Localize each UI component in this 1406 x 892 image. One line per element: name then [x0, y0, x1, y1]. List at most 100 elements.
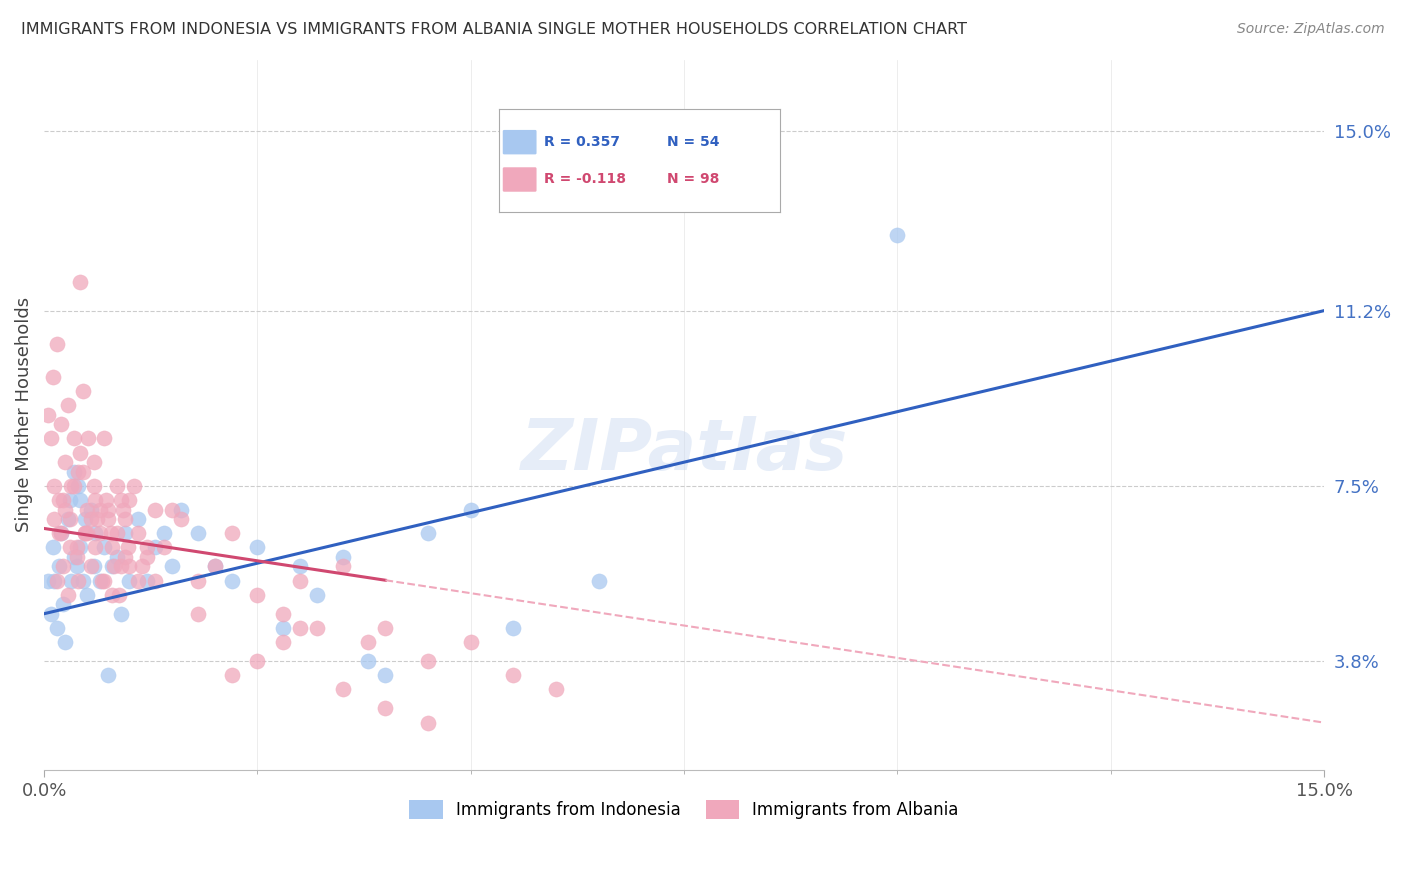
Point: [75, 512, 97, 526]
Point: [152, 541, 174, 555]
Point: [52, 597, 75, 611]
Point: [187, 526, 209, 541]
Point: [114, 526, 136, 541]
Text: Source: ZipAtlas.com: Source: ZipAtlas.com: [1237, 22, 1385, 37]
Point: [93, 432, 115, 446]
Point: [83, 479, 105, 493]
Point: [84, 526, 107, 541]
Point: [67, 574, 90, 588]
Point: [307, 621, 329, 635]
Point: [131, 559, 153, 574]
Point: [122, 479, 145, 493]
Point: [332, 682, 354, 697]
Point: [63, 465, 86, 479]
Point: [37, 574, 59, 588]
Point: [127, 512, 149, 526]
Point: [114, 512, 136, 526]
Point: [135, 574, 157, 588]
Point: [307, 588, 329, 602]
Point: [56, 512, 79, 526]
Point: [91, 574, 114, 588]
Point: [110, 607, 132, 621]
Point: [204, 559, 226, 574]
Point: [76, 526, 98, 541]
Point: [886, 227, 908, 242]
Point: [51, 417, 73, 432]
Point: [271, 607, 294, 621]
Point: [69, 445, 91, 459]
Point: [56, 398, 79, 412]
Text: ZIPatlas: ZIPatlas: [520, 416, 848, 485]
Point: [143, 502, 166, 516]
Point: [52, 493, 75, 508]
Point: [39, 432, 62, 446]
Point: [105, 526, 128, 541]
Point: [143, 574, 166, 588]
Point: [37, 408, 59, 422]
Point: [246, 654, 269, 668]
Point: [152, 526, 174, 541]
Point: [332, 559, 354, 574]
Point: [55, 635, 77, 649]
Point: [110, 559, 132, 574]
Point: [108, 588, 131, 602]
Point: [48, 559, 70, 574]
Point: [103, 559, 125, 574]
Point: [80, 502, 103, 516]
Point: [502, 621, 524, 635]
Point: [97, 502, 120, 516]
Point: [41, 370, 63, 384]
Point: [60, 479, 83, 493]
Point: [89, 574, 111, 588]
Point: [41, 541, 63, 555]
Point: [83, 455, 105, 469]
Point: [63, 549, 86, 564]
Point: [100, 526, 122, 541]
Point: [105, 479, 128, 493]
Point: [44, 479, 66, 493]
Point: [221, 668, 243, 682]
Point: [83, 559, 105, 574]
Point: [143, 541, 166, 555]
Point: [45, 621, 67, 635]
Point: [117, 541, 139, 555]
Point: [48, 526, 70, 541]
Point: [60, 574, 83, 588]
Point: [75, 526, 97, 541]
Point: [59, 493, 82, 508]
Point: [77, 432, 100, 446]
Point: [89, 502, 111, 516]
Point: [67, 479, 90, 493]
Point: [51, 526, 73, 541]
Point: [59, 541, 82, 555]
Point: [89, 526, 111, 541]
Point: [80, 512, 103, 526]
Point: [97, 512, 120, 526]
Point: [114, 549, 136, 564]
Point: [76, 588, 98, 602]
Point: [63, 432, 86, 446]
Point: [93, 574, 115, 588]
Point: [416, 526, 439, 541]
Point: [135, 549, 157, 564]
Point: [75, 526, 97, 541]
Legend: Immigrants from Indonesia, Immigrants from Albania: Immigrants from Indonesia, Immigrants fr…: [402, 793, 966, 826]
Point: [101, 541, 124, 555]
Point: [110, 493, 132, 508]
Point: [56, 588, 79, 602]
Point: [288, 559, 311, 574]
Point: [55, 502, 77, 516]
Point: [374, 621, 396, 635]
Point: [460, 635, 482, 649]
Point: [94, 493, 117, 508]
Point: [63, 479, 86, 493]
Point: [101, 588, 124, 602]
Point: [93, 541, 115, 555]
Point: [97, 668, 120, 682]
Point: [246, 588, 269, 602]
Point: [72, 574, 94, 588]
Point: [135, 541, 157, 555]
Point: [160, 502, 183, 516]
Point: [80, 559, 103, 574]
Point: [65, 559, 87, 574]
